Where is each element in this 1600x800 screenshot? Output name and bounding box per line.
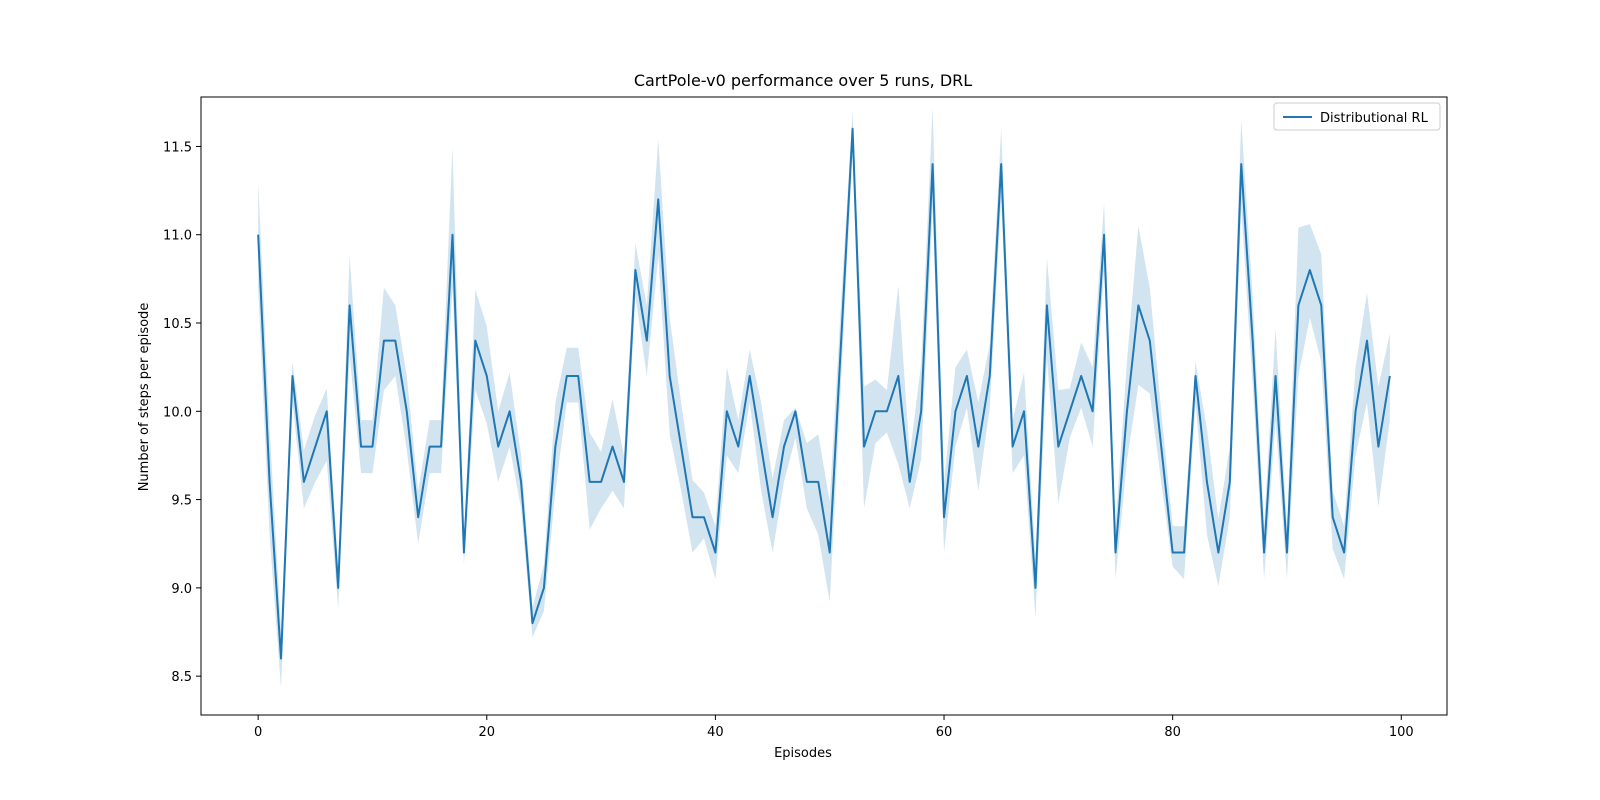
confidence-band bbox=[258, 107, 1390, 689]
y-tick-label: 10.0 bbox=[163, 405, 192, 420]
y-tick-label: 8.5 bbox=[171, 670, 192, 685]
y-tick-label: 11.5 bbox=[163, 140, 192, 155]
plot-frame bbox=[200, 96, 1448, 716]
y-tick-label: 10.5 bbox=[163, 317, 192, 332]
x-axis-ticks: 0 20 40 60 80 100 bbox=[254, 715, 1414, 740]
series-line-layer bbox=[257, 127, 1391, 660]
x-tick-label: 0 bbox=[254, 725, 262, 740]
y-tick-label: 9.0 bbox=[171, 582, 192, 597]
legend-box bbox=[1273, 102, 1441, 131]
legend-label: Distributional RL bbox=[1320, 111, 1429, 126]
legend: Distributional RL bbox=[1273, 102, 1441, 131]
x-tick-label: 40 bbox=[707, 725, 724, 740]
y-tick-label: 9.5 bbox=[171, 494, 192, 509]
y-axis-label: Number of steps per episode bbox=[137, 303, 152, 492]
x-tick-label: 20 bbox=[479, 725, 496, 740]
x-axis-label: Episodes bbox=[774, 746, 832, 761]
x-tick-label: 100 bbox=[1389, 725, 1414, 740]
y-tick-label: 11.0 bbox=[163, 229, 192, 244]
confidence-band-layer bbox=[258, 107, 1390, 689]
x-tick-label: 60 bbox=[936, 725, 953, 740]
series-line bbox=[257, 127, 1391, 660]
chart-title: CartPole-v0 performance over 5 runs, DRL bbox=[634, 71, 972, 90]
x-tick-label: 80 bbox=[1164, 725, 1181, 740]
y-axis-ticks: 8.5 9.0 9.5 10.0 10.5 11.0 11.5 bbox=[163, 140, 201, 685]
